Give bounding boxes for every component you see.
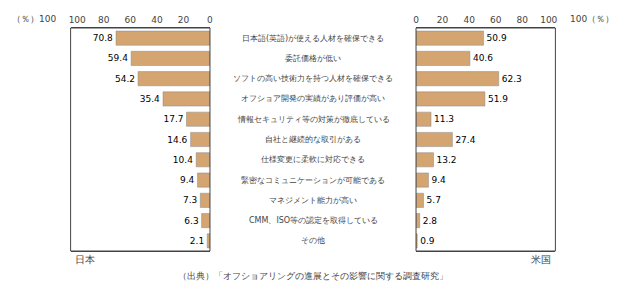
svg-text:100: 100 xyxy=(69,15,86,25)
svg-text:20: 20 xyxy=(178,15,190,25)
svg-text:17.7: 17.7 xyxy=(163,114,183,124)
svg-text:60: 60 xyxy=(490,15,502,25)
svg-text:50.9: 50.9 xyxy=(487,33,507,43)
svg-text:CMM、ISO等の認定を取得している: CMM、ISO等の認定を取得している xyxy=(249,216,378,225)
svg-text:62.3: 62.3 xyxy=(502,74,522,84)
svg-text:（％）100: （％）100 xyxy=(12,14,56,24)
svg-text:0.9: 0.9 xyxy=(420,236,435,246)
svg-text:13.2: 13.2 xyxy=(437,155,457,165)
svg-text:40: 40 xyxy=(463,15,475,25)
svg-text:2.1: 2.1 xyxy=(190,236,204,246)
svg-text:0: 0 xyxy=(413,15,419,25)
svg-text:9.4: 9.4 xyxy=(180,175,195,185)
svg-text:仕様変更に柔軟に対応できる: 仕様変更に柔軟に対応できる xyxy=(261,155,365,164)
svg-text:35.4: 35.4 xyxy=(140,94,160,104)
svg-text:7.3: 7.3 xyxy=(183,195,197,205)
svg-text:100（％）: 100（％） xyxy=(570,14,614,24)
svg-text:60: 60 xyxy=(125,15,137,25)
svg-text:6.3: 6.3 xyxy=(184,216,198,226)
svg-text:20: 20 xyxy=(437,15,449,25)
svg-text:緊密なコミュニケーションが可能である: 緊密なコミュニケーションが可能である xyxy=(241,176,385,185)
svg-text:100: 100 xyxy=(540,15,557,25)
svg-text:11.3: 11.3 xyxy=(434,114,454,124)
svg-text:40: 40 xyxy=(151,15,163,25)
svg-text:10.4: 10.4 xyxy=(173,155,193,165)
svg-text:59.4: 59.4 xyxy=(108,53,128,63)
svg-text:40.6: 40.6 xyxy=(473,53,493,63)
svg-text:自社と継続的な取引がある: 自社と継続的な取引がある xyxy=(265,135,361,144)
svg-text:日本語(英語)が使える人材を確保できる: 日本語(英語)が使える人材を確保できる xyxy=(242,34,384,43)
svg-text:ソフトの高い技術力を持つ人材を確保できる: ソフトの高い技術力を持つ人材を確保できる xyxy=(233,74,393,83)
svg-text:5.7: 5.7 xyxy=(427,195,441,205)
svg-text:米国: 米国 xyxy=(531,254,551,265)
svg-text:0: 0 xyxy=(207,15,213,25)
svg-text:オフショア開発の実績があり評価が高い: オフショア開発の実績があり評価が高い xyxy=(241,94,385,103)
svg-text:27.4: 27.4 xyxy=(455,135,475,145)
svg-text:（出典）「オフショアリングの進展とその影響に関する調査研究」: （出典）「オフショアリングの進展とその影響に関する調査研究」 xyxy=(178,271,448,281)
svg-text:54.2: 54.2 xyxy=(115,74,135,84)
svg-text:51.9: 51.9 xyxy=(488,94,508,104)
svg-text:80: 80 xyxy=(516,15,528,25)
svg-text:その他: その他 xyxy=(301,236,325,245)
svg-text:14.6: 14.6 xyxy=(167,135,187,145)
svg-text:情報セキュリティ等の対策が徹底している: 情報セキュリティ等の対策が徹底している xyxy=(237,115,390,124)
svg-text:70.8: 70.8 xyxy=(93,33,113,43)
svg-text:マネジメント能力が高い: マネジメント能力が高い xyxy=(269,196,357,205)
svg-text:2.8: 2.8 xyxy=(423,216,438,226)
svg-text:委託価格が低い: 委託価格が低い xyxy=(285,54,341,63)
svg-text:9.4: 9.4 xyxy=(432,175,447,185)
svg-text:日本: 日本 xyxy=(75,254,95,265)
svg-text:80: 80 xyxy=(98,15,110,25)
